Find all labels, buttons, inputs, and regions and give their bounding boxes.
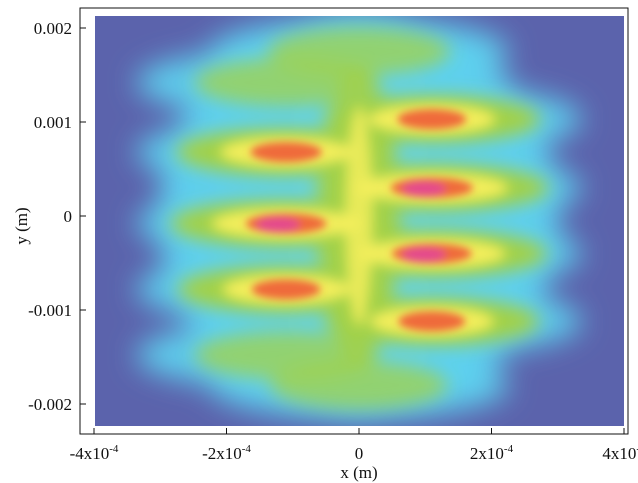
y-tick-label: 0.001 <box>34 113 72 132</box>
y-tick-label: -0.001 <box>28 301 72 320</box>
heatmap-peak <box>250 142 322 163</box>
heatmap-layer-red <box>245 109 474 332</box>
heatmap-spine-core <box>345 106 373 326</box>
heatmap-band-core <box>270 361 448 410</box>
heatmap-peak-max <box>401 181 446 196</box>
y-tick-label: 0 <box>64 207 73 226</box>
y-tick-label: 0.002 <box>34 19 72 38</box>
x-tick-label: 0 <box>355 444 364 463</box>
heatmap-peak-max <box>256 217 301 232</box>
y-axis-label: y (m) <box>12 207 31 244</box>
heatmap-peak-max <box>401 247 446 262</box>
heatmap-peak <box>251 279 321 300</box>
heatmap-band-core <box>267 27 451 76</box>
x-tick-label: 4x10-4 <box>602 443 638 463</box>
heatmap-peak <box>398 311 466 332</box>
heatmap-layer-green <box>170 27 549 410</box>
plot-area <box>95 16 624 426</box>
plot-frame <box>79 7 629 435</box>
x-tick-label: 2x10-4 <box>470 443 514 463</box>
x-axis-label: x (m) <box>340 463 377 482</box>
x-tick-label: -4x10-4 <box>70 443 119 463</box>
x-axis-ticks: -4x10-4 -2x10-4 0 2x10-4 4x10-4 <box>70 428 638 463</box>
y-axis-ticks: 0.002 0.001 0 -0.001 -0.002 <box>28 19 86 414</box>
y-tick-label: -0.002 <box>28 395 72 414</box>
heatmap-peak <box>397 109 467 130</box>
x-tick-label: -2x10-4 <box>202 443 251 463</box>
